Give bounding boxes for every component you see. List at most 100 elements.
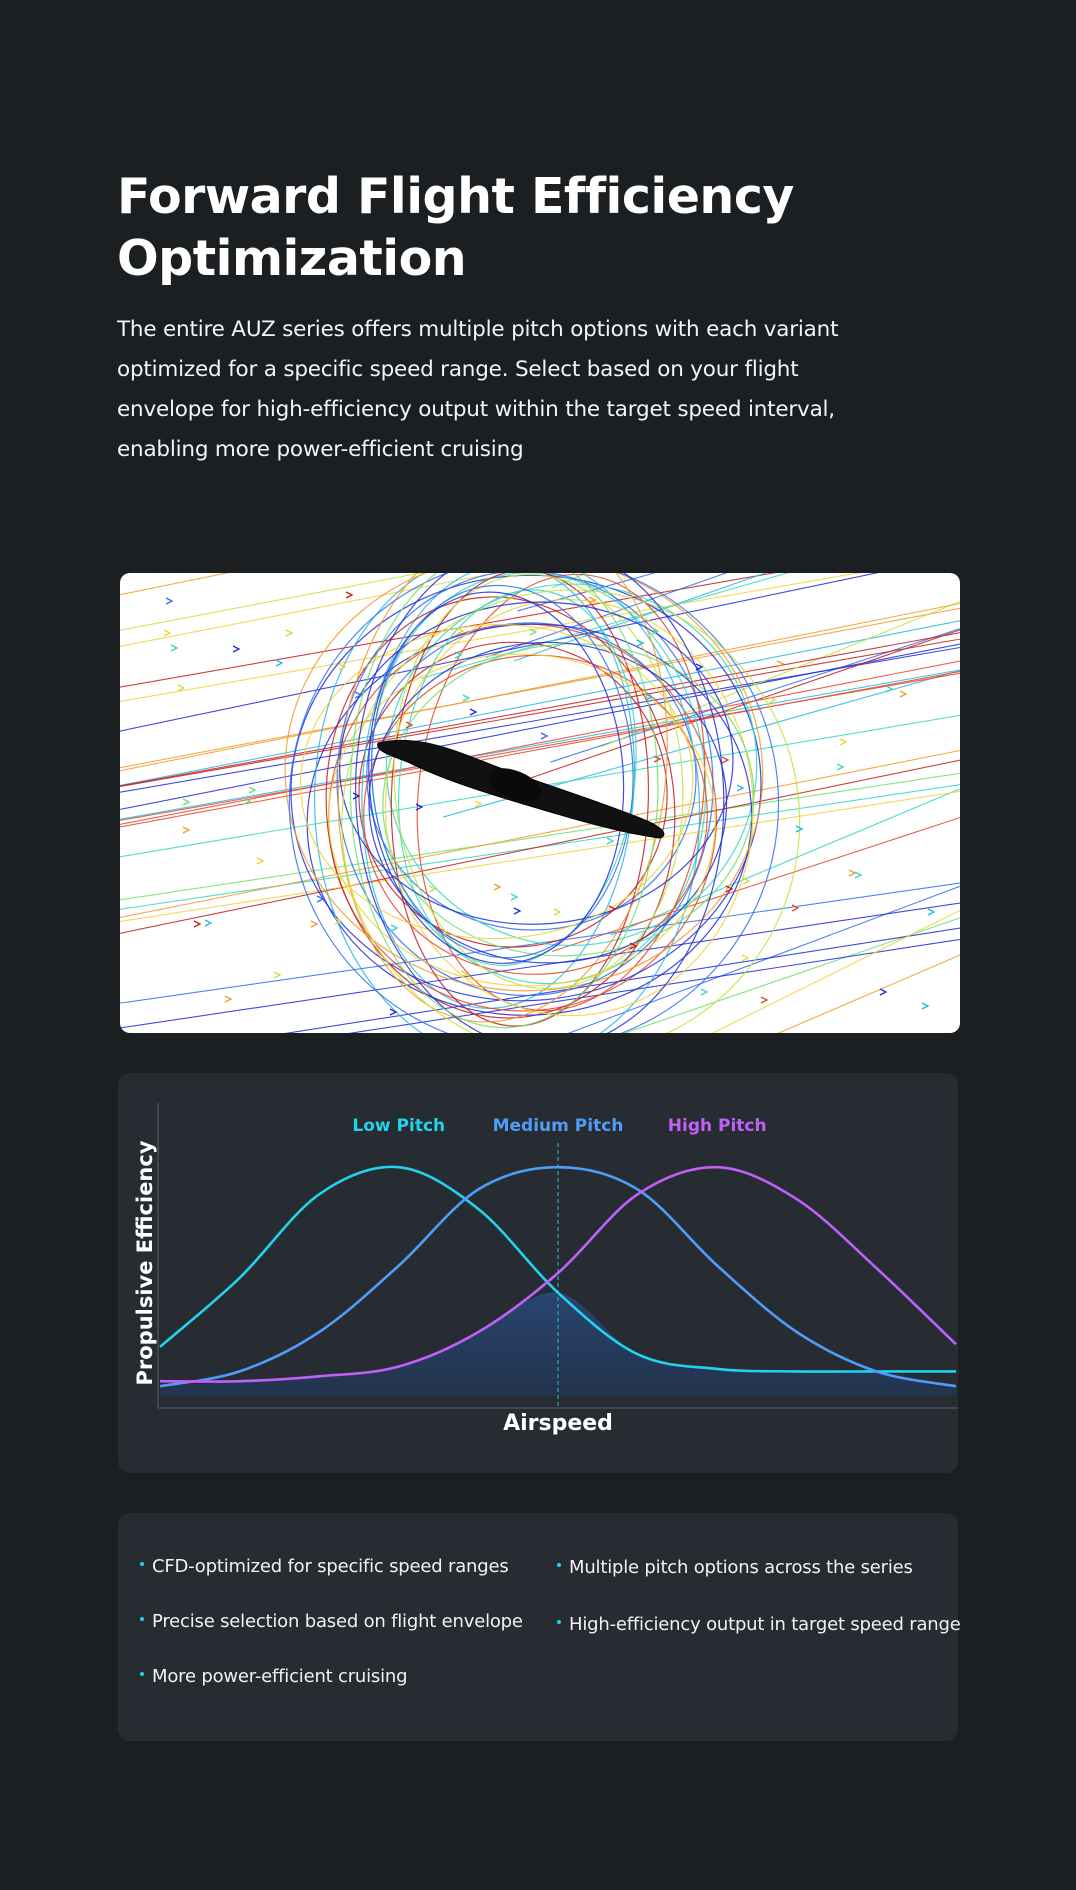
page-title: Forward Flight Efficiency Optimization	[117, 166, 877, 290]
flow-arrow-icon	[836, 763, 845, 771]
streamline	[551, 817, 960, 952]
flow-arrow-icon	[256, 857, 265, 865]
streamline	[120, 759, 960, 934]
swirl-ring	[327, 653, 716, 987]
series-label-medium-pitch: Medium Pitch	[493, 1116, 624, 1136]
swirl-ring	[288, 573, 780, 1033]
efficiency-chart-card: Low Pitch Medium Pitch High Pitch Airspeed…	[118, 1073, 958, 1473]
flow-arrow-icon	[776, 660, 785, 668]
flow-arrow-icon	[700, 988, 709, 996]
flow-arrow-icon	[170, 644, 179, 652]
streamline	[711, 909, 960, 1033]
flow-arrow-icon	[428, 885, 437, 893]
swirl-ring	[370, 584, 634, 959]
series-group	[159, 1165, 957, 1388]
flow-arrow-icon	[695, 663, 704, 671]
flow-arrow-icon	[725, 885, 734, 893]
swirl-ring	[325, 596, 676, 1019]
swirl-ring	[393, 573, 684, 990]
bullet-dot-icon	[140, 1562, 144, 1566]
flow-arrow-icon	[204, 919, 213, 927]
streamline	[120, 632, 960, 787]
feature-text: Multiple pitch options across the series	[569, 1557, 913, 1578]
streamline	[552, 573, 588, 589]
flow-arrow-icon	[629, 942, 638, 950]
page-description: The entire AUZ series offers multiple pi…	[117, 317, 839, 462]
flow-arrow-icon	[345, 591, 354, 599]
flow-arrow-icon	[415, 803, 424, 811]
streamline	[120, 749, 960, 918]
flow-arrow-icon	[879, 988, 888, 996]
flow-arrow-icon	[310, 920, 319, 928]
flow-arrow-icon	[645, 693, 654, 701]
flow-arrow-icon	[275, 659, 284, 667]
flow-arrow-icon	[606, 837, 615, 845]
flow-arrow-icon	[510, 893, 519, 901]
series-label-low-pitch: Low Pitch	[352, 1116, 445, 1136]
flow-arrow-icon	[454, 651, 463, 659]
flow-arrow-icon	[163, 629, 172, 637]
swirl-ring	[341, 589, 801, 1033]
streamline	[777, 954, 960, 1033]
feature-item: Precise selection based on flight envelo…	[140, 1610, 523, 1634]
swirl-ring	[336, 573, 714, 997]
streamline	[623, 917, 960, 1033]
streamline	[348, 938, 960, 1033]
streamline	[120, 638, 960, 788]
flow-arrow-icon	[721, 756, 730, 764]
flow-arrow-icon	[390, 924, 399, 932]
flow-arrow-icon	[636, 639, 645, 647]
flow-arrow-icon	[553, 908, 562, 916]
streamline	[120, 602, 960, 772]
swirl-ring	[398, 589, 637, 966]
swirl-ring	[416, 573, 706, 1012]
flow-arrow-icon	[232, 645, 241, 653]
bullet-dot-icon	[140, 1672, 144, 1676]
flow-arrow-icon	[899, 690, 908, 698]
flow-arrow-icon	[224, 995, 233, 1003]
streamline	[120, 902, 960, 1029]
swirl-ring	[358, 641, 668, 948]
bullet-dot-icon	[557, 1563, 561, 1567]
flow-arrow-icon	[651, 627, 660, 635]
flow-arrow-icon	[273, 971, 282, 979]
streamline	[120, 573, 879, 732]
medium-pitch-area-fill	[160, 1292, 956, 1396]
swirl-ring	[382, 643, 755, 957]
flow-arrow-icon	[316, 895, 325, 903]
streamline	[120, 573, 777, 688]
streamline	[120, 573, 499, 647]
flow-arrow-icon	[795, 825, 804, 833]
y-axis-label: Propulsive Efficiency	[133, 1140, 157, 1385]
swirl-ring	[339, 601, 734, 925]
cfd-streamline-graphic	[120, 573, 960, 1033]
streamline	[120, 607, 960, 769]
swirl-ring	[313, 573, 701, 1033]
efficiency-chart: Low Pitch Medium Pitch High Pitch Airspeed…	[133, 1103, 958, 1436]
flow-arrow-icon	[768, 696, 777, 704]
streamline	[120, 669, 960, 820]
flow-arrow-icon	[338, 663, 347, 671]
streamline	[120, 660, 960, 825]
flow-arrow-icon	[854, 871, 863, 879]
streamline	[120, 643, 960, 810]
flow-arrow-icon	[921, 1002, 930, 1010]
flow-arrow-icon	[588, 596, 597, 604]
streamline	[485, 573, 728, 658]
swirl-ring	[355, 573, 725, 1033]
series-line-high-pitch	[159, 1165, 957, 1383]
flow-arrow-icon	[474, 800, 483, 808]
flow-arrow-icon	[177, 684, 186, 692]
flow-arrow-icon	[760, 996, 769, 1004]
swirl-ring	[284, 573, 764, 992]
swirl-ring	[366, 622, 697, 931]
series-label-high-pitch: High Pitch	[668, 1116, 767, 1136]
streamline	[120, 672, 960, 821]
flow-arrow-icon	[540, 732, 549, 740]
series-line-medium-pitch	[159, 1165, 957, 1388]
flow-arrow-icon	[334, 917, 343, 925]
swirl-ring	[337, 573, 668, 1023]
feature-text: CFD-optimized for specific speed ranges	[152, 1556, 509, 1577]
flow-arrow-icon	[742, 877, 751, 885]
features-card: CFD-optimized for specific speed ranges …	[118, 1513, 961, 1741]
